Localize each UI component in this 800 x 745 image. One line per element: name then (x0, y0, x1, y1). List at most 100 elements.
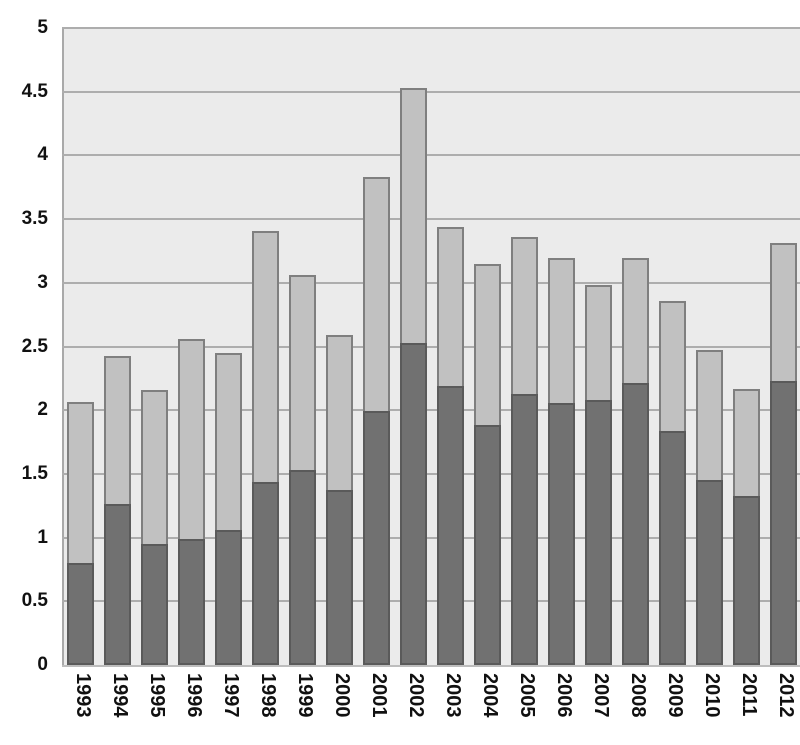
bar-group-1995 (141, 28, 168, 665)
y-axis-label-0.5: 0.5 (21, 590, 48, 612)
bar-segment-dark-2012 (770, 381, 797, 665)
y-axis-label-3: 3 (37, 271, 48, 293)
x-axis-label-2008: 2008 (626, 673, 649, 718)
gridline (62, 218, 800, 221)
bar-segment-dark-2011 (733, 496, 760, 665)
bar-group-2007 (585, 28, 612, 665)
bar-segment-dark-1999 (289, 470, 316, 665)
bar-segment-light-1994 (104, 356, 131, 504)
y-axis-label-4: 4 (37, 144, 48, 166)
x-axis-label-1997: 1997 (219, 673, 242, 718)
bar-segment-dark-2004 (474, 425, 501, 665)
bar-group-2008 (622, 28, 649, 665)
x-axis-label-2006: 2006 (552, 673, 575, 718)
x-axis-label-1995: 1995 (145, 673, 168, 718)
bar-segment-dark-1997 (215, 530, 242, 665)
gridline (62, 90, 800, 93)
y-axis-label-0: 0 (37, 654, 48, 675)
bar-segment-light-1993 (67, 402, 94, 563)
bar-group-1996 (178, 28, 205, 665)
bar-segment-dark-1998 (252, 482, 279, 665)
x-axis-label-2012: 2012 (774, 673, 797, 718)
x-axis-label-1994: 1994 (108, 673, 131, 718)
bar-segment-dark-2010 (696, 480, 723, 665)
bar-segment-dark-1993 (67, 563, 94, 665)
bar-group-1994 (104, 28, 131, 665)
x-axis-label-1999: 1999 (293, 673, 316, 718)
y-axis-label-5: 5 (37, 17, 48, 38)
bar-segment-light-2005 (511, 237, 538, 394)
x-axis-label-2004: 2004 (478, 673, 501, 718)
gridline (62, 600, 800, 603)
x-axis-label-2010: 2010 (700, 673, 723, 718)
bar-group-2010 (696, 28, 723, 665)
bar-segment-light-1995 (141, 390, 168, 544)
bar-segment-dark-2003 (437, 386, 464, 665)
y-axis-label-1.5: 1.5 (21, 462, 48, 484)
gridline (62, 281, 800, 284)
x-axis-label-2007: 2007 (589, 673, 612, 718)
y-axis-label-3.5: 3.5 (21, 208, 48, 230)
x-axis-line (62, 665, 800, 667)
bar-segment-dark-2000 (326, 490, 353, 665)
bar-group-1993 (67, 28, 94, 665)
bar-group-1997 (215, 28, 242, 665)
gridline (62, 409, 800, 412)
plot-area (62, 27, 800, 665)
bar-segment-light-2012 (770, 243, 797, 381)
bar-segment-dark-1994 (104, 504, 131, 665)
bar-segment-light-2004 (474, 264, 501, 425)
y-axis-label-2: 2 (37, 399, 48, 421)
bar-segment-light-1998 (252, 231, 279, 482)
bar-segment-dark-1996 (178, 539, 205, 665)
gridline (62, 345, 800, 348)
bar-segment-light-1997 (215, 353, 242, 530)
x-axis-label-2000: 2000 (330, 673, 353, 718)
bar-segment-dark-2007 (585, 400, 612, 665)
bar-segment-light-1996 (178, 339, 205, 539)
bar-segment-light-2002 (400, 88, 427, 343)
bar-group-2001 (363, 28, 390, 665)
bar-group-1998 (252, 28, 279, 665)
x-axis-label-1998: 1998 (256, 673, 279, 718)
x-axis-label-2002: 2002 (404, 673, 427, 718)
x-axis-label-2009: 2009 (663, 673, 686, 718)
bar-group-2006 (548, 28, 575, 665)
bar-segment-light-2003 (437, 227, 464, 386)
y-axis-label-4.5: 4.5 (21, 80, 48, 102)
gridline (62, 536, 800, 539)
bar-segment-light-2009 (659, 301, 686, 431)
bar-segment-light-2007 (585, 285, 612, 400)
y-axis-label-2.5: 2.5 (21, 335, 48, 357)
bar-segment-dark-2001 (363, 411, 390, 665)
x-axis-label-2005: 2005 (515, 673, 538, 718)
bar-segment-dark-2002 (400, 343, 427, 665)
bar-group-2011 (733, 28, 760, 665)
bar-segment-dark-2005 (511, 394, 538, 665)
gridline (62, 154, 800, 157)
bar-group-2009 (659, 28, 686, 665)
bar-segment-light-2006 (548, 258, 575, 403)
bar-segment-light-2001 (363, 177, 390, 411)
bar-segment-dark-2008 (622, 383, 649, 665)
bar-segment-light-2010 (696, 350, 723, 480)
bar-segment-light-2011 (733, 389, 760, 496)
bar-segment-dark-2009 (659, 431, 686, 665)
gridline (62, 27, 800, 29)
bar-segment-dark-1995 (141, 544, 168, 665)
x-axis-label-2011: 2011 (737, 673, 760, 717)
y-axis-label-1: 1 (37, 526, 48, 548)
x-axis-label-1996: 1996 (182, 673, 205, 718)
bar-group-2003 (437, 28, 464, 665)
gridline (62, 472, 800, 475)
x-axis-label-2001: 2001 (367, 673, 390, 718)
bar-group-2000 (326, 28, 353, 665)
bar-group-2005 (511, 28, 538, 665)
bar-group-1999 (289, 28, 316, 665)
bar-group-2002 (400, 28, 427, 665)
bar-segment-dark-2006 (548, 403, 575, 665)
bar-segment-light-1999 (289, 275, 316, 470)
bar-group-2012 (770, 28, 797, 665)
x-axis-label-2003: 2003 (441, 673, 464, 718)
